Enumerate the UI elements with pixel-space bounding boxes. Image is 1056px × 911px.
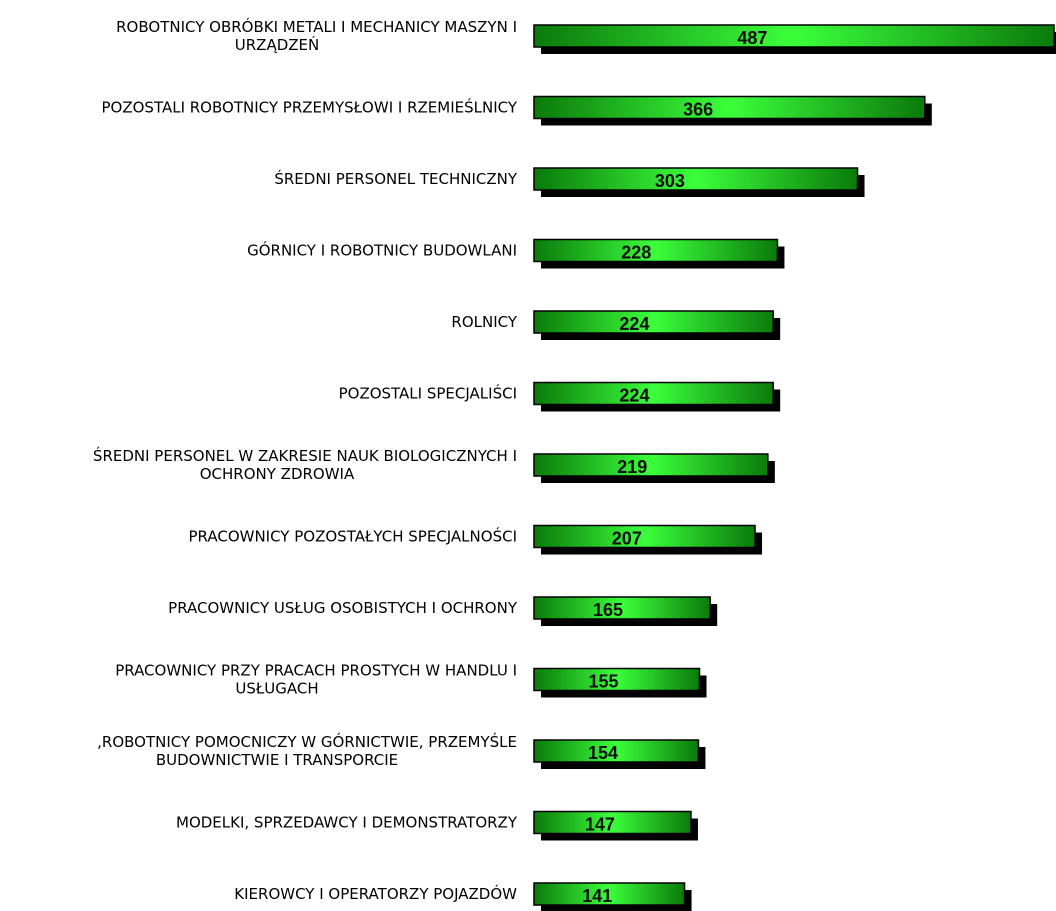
bar-group: 366 POZOSTALI ROBOTNICY PRZEMYSŁOWI I RZE… xyxy=(102,95,932,126)
bar xyxy=(533,524,756,549)
category-label: KIEROWCY I OPERATORZY POJAZDÓW xyxy=(234,884,517,903)
category-label-line: ROBOTNICY OBRÓBKI METALI I MECHANICY MAS… xyxy=(116,17,517,36)
bar-value-label: 366 xyxy=(683,100,713,120)
category-label-line: POZOSTALI SPECJALIŚCI xyxy=(339,384,517,403)
category-label-line: MODELKI, SPRZEDAWCY I DEMONSTRATORZY xyxy=(176,814,518,832)
bar-group: 154 ,ROBOTNICY POMOCNICZY W GÓRNICTWIE, P… xyxy=(97,732,706,769)
category-label-line: POZOSTALI ROBOTNICY PRZEMYSŁOWI I RZEMIE… xyxy=(102,98,518,117)
category-label: GÓRNICY I ROBOTNICY BUDOWLANI xyxy=(247,241,517,260)
bar xyxy=(533,453,769,477)
category-label: MODELKI, SPRZEDAWCY I DEMONSTRATORZY xyxy=(176,814,518,832)
bar-group: 219 ŚREDNI PERSONEL W ZAKRESIE NAUK BIOLO… xyxy=(93,446,775,483)
category-label-line: PRACOWNICY USŁUG OSOBISTYCH I OCHRONY xyxy=(168,599,518,617)
category-label: PRACOWNICY PRZY PRACACH PROSTYCH W HANDL… xyxy=(115,662,517,698)
bar-group: 207 PRACOWNICY POZOSTAŁYCH SPECJALNOŚCI xyxy=(188,524,763,555)
category-label-line: ŚREDNI PERSONEL W ZAKRESIE NAUK BIOLOGIC… xyxy=(93,446,517,465)
bar-group: 224 POZOSTALI SPECJALIŚCI xyxy=(339,381,781,412)
category-label: PRACOWNICY POZOSTAŁYCH SPECJALNOŚCI xyxy=(188,527,517,546)
category-label-line: BUDOWNICTWIE I TRANSPORCIE xyxy=(156,751,398,769)
bar-group: 224 ROLNICY xyxy=(451,310,781,340)
bar-group: 147 MODELKI, SPRZEDAWCY I DEMONSTRATORZY xyxy=(176,810,698,841)
bar xyxy=(533,167,859,191)
bar xyxy=(533,596,711,620)
category-label: ROLNICY xyxy=(451,313,517,331)
bar xyxy=(533,810,692,835)
category-label: ,ROBOTNICY POMOCNICZY W GÓRNICTWIE, PRZE… xyxy=(97,732,517,769)
bar-value-label: 219 xyxy=(617,457,647,477)
bar-group: 303 ŚREDNI PERSONEL TECHNICZNY xyxy=(274,167,865,197)
bar xyxy=(533,238,779,263)
category-label-line: KIEROWCY I OPERATORZY POJAZDÓW xyxy=(234,884,517,903)
category-label: PRACOWNICY USŁUG OSOBISTYCH I OCHRONY xyxy=(168,599,518,617)
bar-value-label: 224 xyxy=(619,314,649,334)
bar xyxy=(533,24,1055,48)
category-label-line: GÓRNICY I ROBOTNICY BUDOWLANI xyxy=(247,241,517,260)
category-label-line: USŁUGACH xyxy=(235,680,318,698)
bar-value-label: 147 xyxy=(585,815,615,835)
bar xyxy=(533,739,700,763)
category-label-line: ŚREDNI PERSONEL TECHNICZNY xyxy=(274,169,517,188)
category-label-line: ROLNICY xyxy=(451,313,517,331)
bar-value-label: 224 xyxy=(619,386,649,406)
bar-group: 155 PRACOWNICY PRZY PRACACH PROSTYCH W HA… xyxy=(115,662,707,698)
bar-value-label: 228 xyxy=(621,243,651,263)
bar-value-label: 207 xyxy=(612,529,642,549)
bar-value-label: 487 xyxy=(737,28,767,48)
category-label: POZOSTALI SPECJALIŚCI xyxy=(339,384,517,403)
bar-group: 487 ROBOTNICY OBRÓBKI METALI I MECHANICY … xyxy=(116,17,1056,54)
bar xyxy=(533,882,686,906)
bar-group: 228 GÓRNICY I ROBOTNICY BUDOWLANI xyxy=(247,238,785,269)
category-label-line: ,ROBOTNICY POMOCNICZY W GÓRNICTWIE, PRZE… xyxy=(97,732,517,751)
category-label-line: PRACOWNICY POZOSTAŁYCH SPECJALNOŚCI xyxy=(188,527,517,546)
bar-value-label: 165 xyxy=(593,600,623,620)
category-label: ŚREDNI PERSONEL W ZAKRESIE NAUK BIOLOGIC… xyxy=(93,446,517,483)
bar-value-label: 155 xyxy=(588,672,618,692)
bar xyxy=(533,310,774,334)
category-label-line: OCHRONY ZDROWIA xyxy=(200,465,355,483)
category-label-line: PRACOWNICY PRZY PRACACH PROSTYCH W HANDL… xyxy=(115,662,517,680)
bar-value-label: 303 xyxy=(655,171,685,191)
bar-group: 165 PRACOWNICY USŁUG OSOBISTYCH I OCHRONY xyxy=(168,596,718,626)
bar-value-label: 141 xyxy=(582,886,612,906)
category-label: ŚREDNI PERSONEL TECHNICZNY xyxy=(274,169,517,188)
bar xyxy=(533,667,701,692)
bar xyxy=(533,95,926,120)
bar-value-label: 154 xyxy=(588,743,618,763)
category-label: POZOSTALI ROBOTNICY PRZEMYSŁOWI I RZEMIE… xyxy=(102,98,518,117)
bar xyxy=(533,381,774,406)
category-label: ROBOTNICY OBRÓBKI METALI I MECHANICY MAS… xyxy=(116,17,517,54)
bar-group: 141 KIEROWCY I OPERATORZY POJAZDÓW xyxy=(234,882,692,911)
category-label-line: URZĄDZEŃ xyxy=(235,35,319,54)
